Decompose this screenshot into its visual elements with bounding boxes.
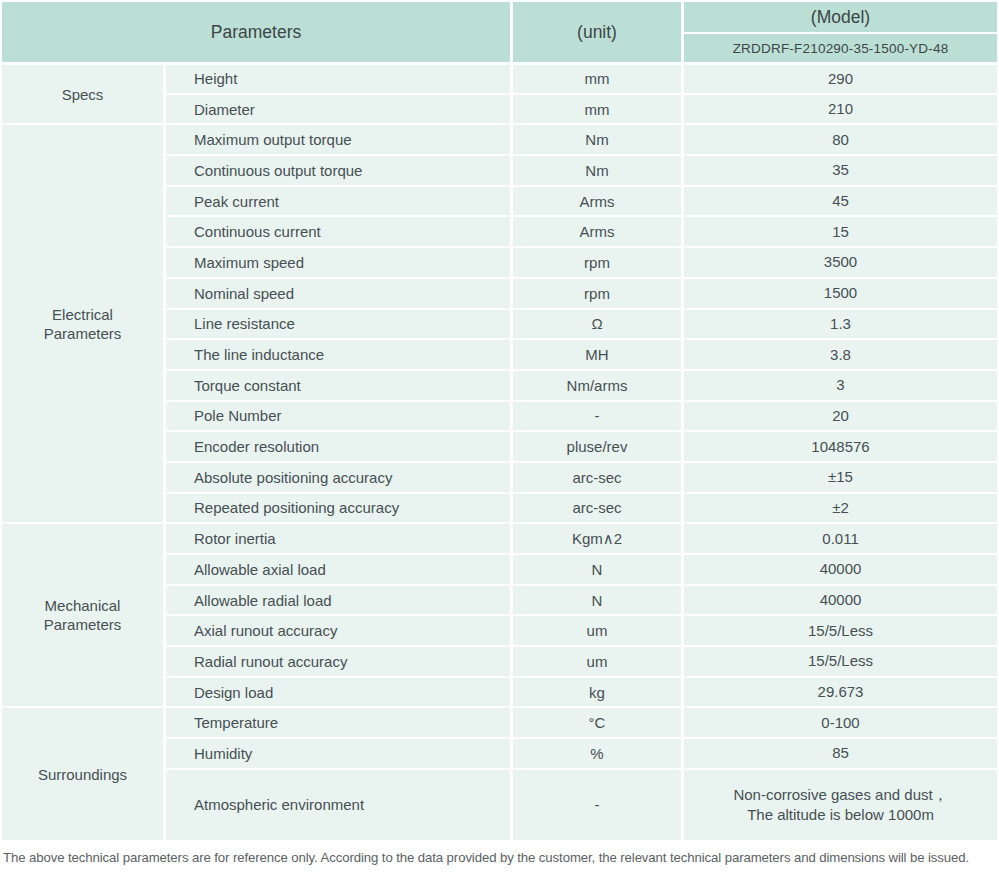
value-cell: 40000	[684, 584, 997, 615]
name-cell: Radial runout accuracy	[166, 645, 513, 676]
value-cell: 80	[684, 123, 997, 154]
value-cell: 40000	[684, 553, 997, 584]
value-cell: 1.3	[684, 308, 997, 339]
unit-cell: N	[513, 584, 684, 615]
header-unit: (unit)	[513, 2, 684, 62]
table-row: Mechanical ParametersRotor inertiaKgm∧20…	[2, 522, 997, 553]
value-cell: 3.8	[684, 338, 997, 369]
value-cell: 85	[684, 737, 997, 768]
unit-cell: Arms	[513, 215, 684, 246]
name-cell: Absolute positioning accuracy	[166, 461, 513, 492]
name-cell: Pole Number	[166, 400, 513, 431]
name-cell: Rotor inertia	[166, 522, 513, 553]
name-cell: Line resistance	[166, 308, 513, 339]
unit-cell: arc-sec	[513, 492, 684, 523]
unit-cell: °C	[513, 706, 684, 737]
table-row: SurroundingsTemperature°C0-100	[2, 706, 997, 737]
unit-cell: mm	[513, 93, 684, 124]
name-cell: Nominal speed	[166, 277, 513, 308]
name-cell: The line inductance	[166, 338, 513, 369]
footer-note: The above technical parameters are for r…	[2, 840, 999, 865]
name-cell: Torque constant	[166, 369, 513, 400]
unit-cell: Arms	[513, 185, 684, 216]
name-cell: Maximum speed	[166, 246, 513, 277]
unit-cell: rpm	[513, 277, 684, 308]
unit-cell: rpm	[513, 246, 684, 277]
name-cell: Allowable axial load	[166, 553, 513, 584]
unit-cell: kg	[513, 676, 684, 707]
value-cell: 3500	[684, 246, 997, 277]
name-cell: Allowable radial load	[166, 584, 513, 615]
unit-cell: MH	[513, 338, 684, 369]
name-cell: Atmospheric environment	[166, 768, 513, 840]
value-cell: 210	[684, 93, 997, 124]
value-cell: 290	[684, 62, 997, 93]
value-cell: Non-corrosive gases and dust， The altitu…	[684, 768, 997, 840]
value-cell: 20	[684, 400, 997, 431]
header-model-code: ZRDDRF-F210290-35-1500-YD-48	[684, 32, 997, 62]
value-cell: 3	[684, 369, 997, 400]
group-cell: Mechanical Parameters	[2, 522, 166, 706]
group-cell: Surroundings	[2, 706, 166, 839]
unit-cell: -	[513, 400, 684, 431]
unit-cell: um	[513, 645, 684, 676]
name-cell: Diameter	[166, 93, 513, 124]
unit-cell: Nm	[513, 154, 684, 185]
unit-cell: Kgm∧2	[513, 522, 684, 553]
name-cell: Continuous current	[166, 215, 513, 246]
unit-cell: -	[513, 768, 684, 840]
group-label: Mechanical Parameters	[34, 596, 132, 634]
value-cell: 1500	[684, 277, 997, 308]
name-cell: Repeated positioning accuracy	[166, 492, 513, 523]
unit-cell: um	[513, 614, 684, 645]
unit-cell: Ω	[513, 308, 684, 339]
unit-cell: Nm/arms	[513, 369, 684, 400]
unit-cell: mm	[513, 62, 684, 93]
value-cell: 35	[684, 154, 997, 185]
value-cell: 15/5/Less	[684, 645, 997, 676]
header-model: (Model)	[684, 2, 997, 32]
name-cell: Continuous output torque	[166, 154, 513, 185]
name-cell: Temperature	[166, 706, 513, 737]
unit-cell: Nm	[513, 123, 684, 154]
header-parameters: Parameters	[2, 2, 513, 62]
name-cell: Axial runout accuracy	[166, 614, 513, 645]
name-cell: Encoder resolution	[166, 430, 513, 461]
value-cell: 1048576	[684, 430, 997, 461]
name-cell: Humidity	[166, 737, 513, 768]
value-cell: ±2	[684, 492, 997, 523]
page: Parameters (unit) (Model) ZRDDRF-F210290…	[0, 0, 999, 865]
spec-table-body: SpecsHeightmm290Diametermm210Electrical …	[2, 62, 997, 840]
value-cell: ±15	[684, 461, 997, 492]
name-cell: Design load	[166, 676, 513, 707]
group-label: Specs	[62, 85, 104, 104]
unit-cell: N	[513, 553, 684, 584]
group-cell: Specs	[2, 62, 166, 123]
unit-cell: pluse/rev	[513, 430, 684, 461]
spec-table-header: Parameters (unit) (Model) ZRDDRF-F210290…	[2, 2, 997, 62]
value-cell: 0.011	[684, 522, 997, 553]
unit-cell: %	[513, 737, 684, 768]
value-cell: 15	[684, 215, 997, 246]
table-row: SpecsHeightmm290	[2, 62, 997, 93]
table-row: Electrical ParametersMaximum output torq…	[2, 123, 997, 154]
value-cell: 0-100	[684, 706, 997, 737]
value-cell: 29.673	[684, 676, 997, 707]
group-label: Electrical Parameters	[34, 305, 132, 343]
group-cell: Electrical Parameters	[2, 123, 166, 522]
name-cell: Peak current	[166, 185, 513, 216]
name-cell: Height	[166, 62, 513, 93]
value-cell: 15/5/Less	[684, 614, 997, 645]
value-cell: 45	[684, 185, 997, 216]
unit-cell: arc-sec	[513, 461, 684, 492]
spec-table: Parameters (unit) (Model) ZRDDRF-F210290…	[2, 2, 997, 840]
name-cell: Maximum output torque	[166, 123, 513, 154]
group-label: Surroundings	[38, 765, 127, 784]
